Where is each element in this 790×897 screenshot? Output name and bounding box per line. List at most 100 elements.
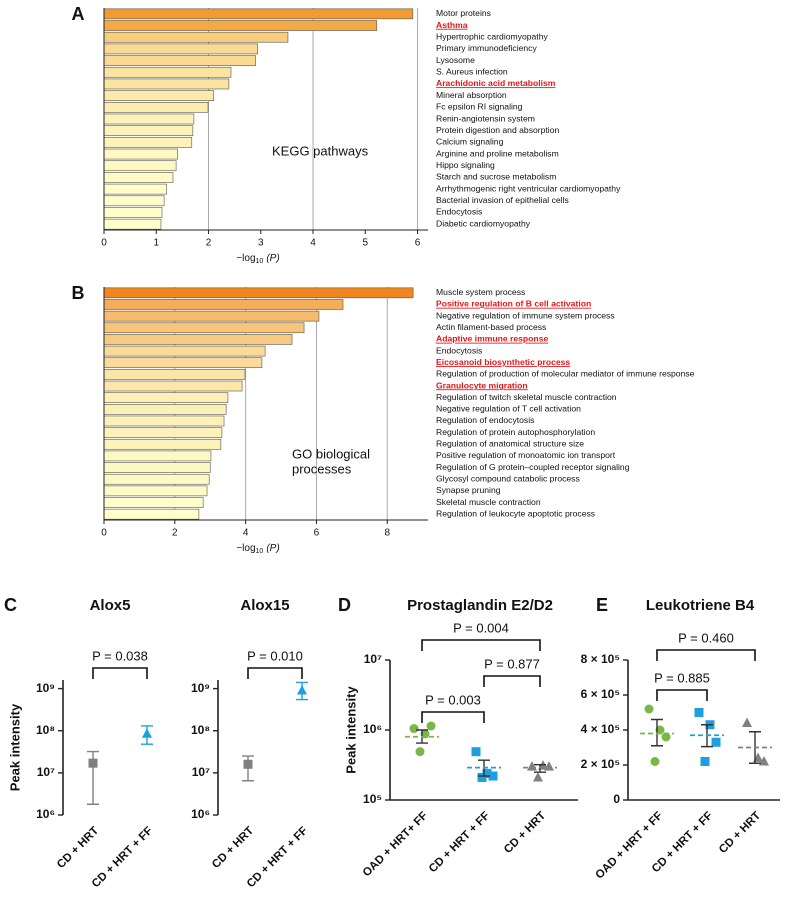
bar: [103, 31, 289, 43]
bar: [103, 55, 256, 66]
category-label: Regulation of endocytosis: [436, 415, 534, 425]
category-label: Arginine and proline metabolism: [436, 148, 559, 158]
x-label-part: −log: [236, 543, 255, 554]
x-label-part: (P): [266, 253, 279, 264]
data-point: [488, 771, 498, 781]
chart-title: Alox15: [240, 597, 289, 614]
p-value-label: P = 0.010: [247, 648, 303, 663]
category-label: Hypertrophic cardiomyopathy: [436, 31, 548, 41]
y-tick-label: 10⁷: [37, 765, 55, 779]
y-tick-label: 4 × 10⁵: [581, 722, 620, 736]
category-label: Regulation of production of molecular me…: [436, 369, 695, 379]
data-point: [711, 737, 721, 747]
data-point: [644, 704, 654, 714]
category-label: Skeletal muscle contraction: [436, 497, 541, 507]
bar: [103, 508, 200, 520]
x-label-part: −log: [236, 253, 255, 264]
bar: [103, 427, 223, 438]
bar: [103, 183, 168, 195]
x-tick-label: 6: [314, 528, 320, 539]
category-label: Mineral absorption: [436, 90, 507, 100]
p-value-label: P = 0.877: [484, 656, 540, 671]
y-tick-label: 10⁶: [36, 807, 55, 821]
category-label: Bacterial invasion of epithelial cells: [436, 195, 569, 205]
x-tick-label: 8: [384, 528, 390, 539]
bar: [103, 334, 293, 345]
x-tick-label: 0: [101, 238, 107, 249]
bar: [103, 357, 263, 369]
data-point: [477, 772, 487, 782]
data-point: [415, 747, 425, 757]
category-label: Endocytosis: [436, 207, 482, 217]
comparison-bracket: [247, 667, 303, 679]
bar: [103, 160, 177, 172]
category-label: Muscle system process: [436, 287, 525, 297]
bar: [103, 345, 266, 357]
annotation: KEGG pathways: [272, 143, 369, 158]
category-label: CD + HRT: [502, 810, 548, 856]
bar: [103, 322, 305, 334]
data-point: [700, 757, 710, 766]
category-label: Primary immunodeficiency: [436, 43, 537, 53]
bar: [103, 287, 414, 299]
x-tick-label: 3: [258, 238, 264, 249]
bar: [103, 125, 194, 137]
y-tick-label: 10⁹: [36, 681, 55, 695]
mean-marker: [297, 685, 307, 695]
category-label: S. Aureus infection: [436, 67, 508, 77]
category-label: Protein digestion and absorption: [436, 125, 559, 135]
category-label: Asthma: [436, 20, 468, 30]
bar: [103, 299, 344, 310]
x-tick-label: 6: [415, 238, 421, 249]
mean-marker: [88, 758, 98, 768]
bar: [103, 148, 178, 160]
bar: [103, 8, 414, 20]
category-label: Arachidonic acid metabolism: [436, 78, 556, 88]
category-label: Lysosome: [436, 55, 475, 65]
bar: [103, 497, 204, 508]
x-label-part: (P): [266, 543, 279, 554]
data-point: [759, 756, 769, 766]
y-tick-label: 10⁵: [363, 792, 382, 806]
x-tick-label: 5: [363, 238, 369, 249]
y-tick-label: 2 × 10⁵: [581, 757, 620, 771]
category-label: OAD + HRT+ FF: [361, 810, 430, 879]
bar: [103, 90, 215, 101]
data-point: [426, 721, 436, 731]
data-point: [533, 771, 543, 782]
bar: [103, 43, 258, 55]
p-value-label: P = 0.038: [92, 648, 148, 663]
x-tick-label: 4: [310, 238, 316, 249]
mean-marker: [142, 728, 152, 738]
y-axis-label: Peak intensity: [7, 703, 22, 791]
mean-marker: [243, 759, 253, 769]
p-value-label: P = 0.460: [678, 630, 734, 645]
annotation: GO biological: [292, 446, 370, 461]
bar: [103, 462, 211, 473]
bar: [103, 207, 163, 218]
comparison-bracket: [483, 675, 541, 687]
data-point: [650, 757, 660, 766]
category-label: Motor proteins: [436, 8, 491, 18]
category-label: Regulation of protein autophosphorylatio…: [436, 427, 595, 437]
x-tick-label: 2: [206, 238, 212, 249]
category-label: Renin-angiotensin system: [436, 113, 535, 123]
p-value-label: P = 0.885: [654, 670, 710, 685]
category-label: Regulation of anatomical structure size: [436, 439, 584, 449]
comparison-bracket: [421, 711, 485, 723]
category-label: Diabetic cardiomyopathy: [436, 218, 531, 228]
y-tick-label: 8 × 10⁵: [581, 652, 620, 666]
x-label-subscript: 10: [256, 548, 264, 555]
bar: [103, 380, 243, 392]
category-label: Regulation of leukocyte apoptotic proces…: [436, 508, 595, 518]
x-axis-label: −log10 (P): [236, 543, 279, 555]
annotation: processes: [292, 461, 352, 476]
y-tick-label: 0: [613, 792, 620, 806]
p-value-label: P = 0.004: [453, 620, 509, 635]
category-label: Arrhythmogenic right ventricular cardiom…: [436, 183, 621, 193]
category-label: Glycosyl compound catabolic process: [436, 473, 580, 483]
data-point: [694, 708, 704, 717]
data-point: [527, 761, 537, 771]
